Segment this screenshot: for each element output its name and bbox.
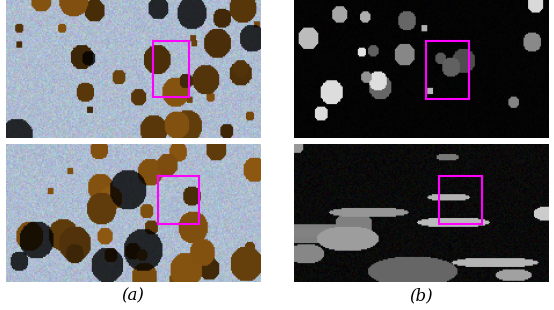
Bar (158, 176, 199, 224)
Text: (b): (b) (409, 288, 433, 304)
Bar (439, 176, 482, 224)
Text: (a): (a) (121, 288, 145, 304)
Bar (426, 41, 469, 99)
Bar (153, 41, 189, 97)
